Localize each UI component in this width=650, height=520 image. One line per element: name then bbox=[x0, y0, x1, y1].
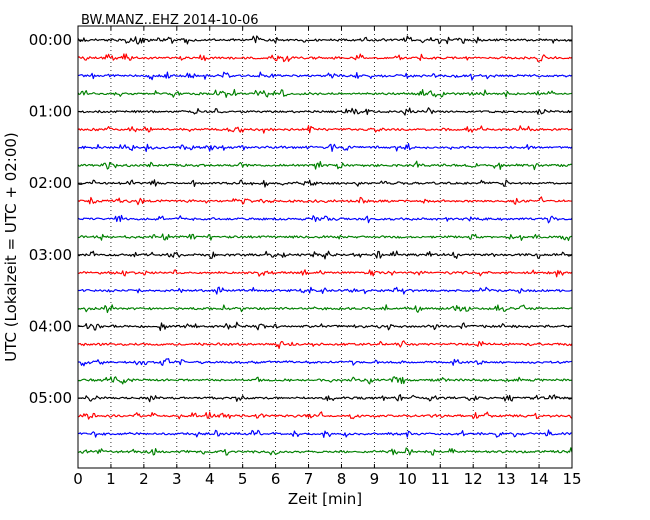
seismic-trace bbox=[78, 269, 573, 278]
seismic-trace bbox=[77, 447, 573, 456]
seismic-trace bbox=[77, 358, 573, 367]
seismic-trace bbox=[77, 340, 573, 350]
x-tick-label: 11 bbox=[431, 470, 450, 488]
seismic-trace bbox=[77, 376, 573, 385]
seismic-trace bbox=[77, 35, 572, 45]
seismic-trace bbox=[77, 53, 573, 63]
seismic-trace bbox=[77, 143, 573, 153]
x-tick-label: 4 bbox=[205, 470, 215, 488]
seismic-trace bbox=[77, 411, 573, 420]
x-tick-label: 0 bbox=[73, 470, 83, 488]
seismic-trace bbox=[78, 286, 573, 295]
seismic-trace bbox=[77, 196, 573, 206]
y-tick-label: 00:00 bbox=[29, 31, 72, 49]
axis-ticks bbox=[77, 26, 573, 468]
seismic-trace bbox=[77, 71, 573, 81]
seismic-trace bbox=[77, 125, 573, 134]
seismic-trace bbox=[77, 321, 573, 332]
seismic-trace bbox=[77, 88, 573, 98]
seismic-traces bbox=[77, 35, 573, 456]
axis-tick-labels: 0 1 2 3 4 5 6 7 8 9 10 11 12 13 14 1500:0001:0002:0003:… bbox=[29, 31, 582, 488]
x-tick-label: 3 bbox=[172, 470, 182, 488]
x-axis-label: Zeit [min] bbox=[288, 490, 362, 508]
grid-lines bbox=[110, 26, 540, 468]
seismic-trace bbox=[77, 160, 573, 171]
seismic-trace bbox=[77, 233, 573, 242]
x-tick-label: 14 bbox=[530, 470, 549, 488]
x-tick-label: 2 bbox=[139, 470, 149, 488]
y-tick-label: 04:00 bbox=[29, 317, 72, 335]
seismic-trace bbox=[77, 304, 573, 314]
seismic-trace bbox=[77, 250, 573, 260]
seismic-trace bbox=[77, 214, 573, 224]
x-tick-label: 1 bbox=[106, 470, 116, 488]
y-axis-label: UTC (Lokalzeit = UTC + 02:00) bbox=[2, 132, 20, 362]
x-tick-label: 10 bbox=[398, 470, 417, 488]
seismic-trace bbox=[77, 107, 573, 116]
seismic-trace bbox=[77, 179, 573, 188]
x-tick-label: 5 bbox=[238, 470, 248, 488]
seismic-trace bbox=[78, 394, 573, 403]
y-tick-label: 01:00 bbox=[29, 103, 72, 121]
x-tick-label: 6 bbox=[271, 470, 281, 488]
plot-frame bbox=[77, 25, 573, 469]
chart-title: BW.MANZ..EHZ 2014-10-06 bbox=[81, 13, 259, 28]
x-tick-label: 12 bbox=[464, 470, 483, 488]
x-tick-label: 15 bbox=[562, 470, 581, 488]
y-tick-label: 02:00 bbox=[29, 174, 72, 192]
x-tick-label: 9 bbox=[370, 470, 380, 488]
x-tick-label: 13 bbox=[497, 470, 516, 488]
x-tick-label: 8 bbox=[337, 470, 347, 488]
x-tick-label: 7 bbox=[304, 470, 314, 488]
y-tick-label: 03:00 bbox=[29, 246, 72, 264]
seismic-trace bbox=[77, 429, 573, 438]
y-tick-label: 05:00 bbox=[29, 389, 72, 407]
